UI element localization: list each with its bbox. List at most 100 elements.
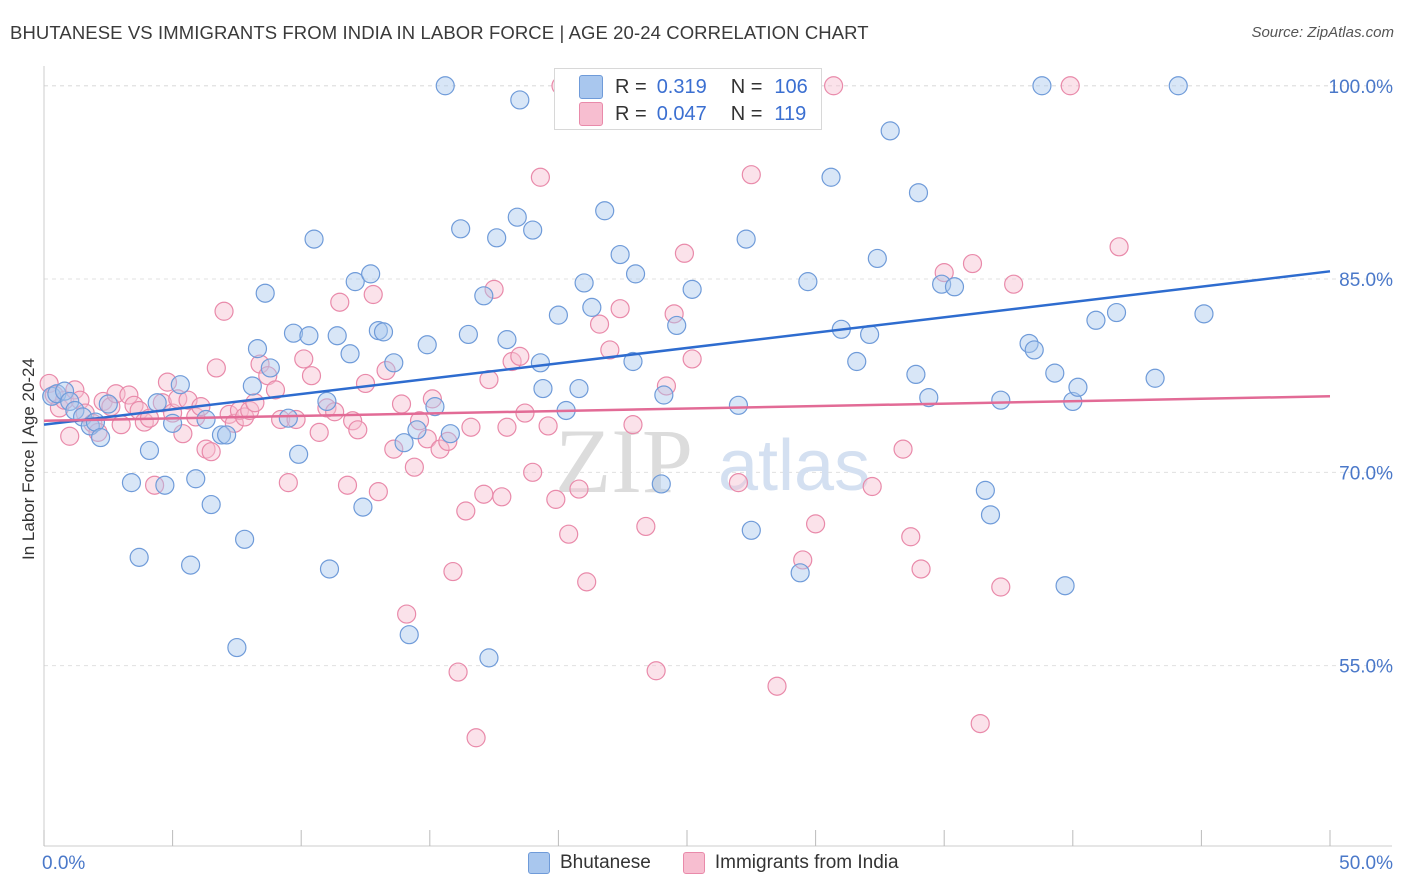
point-bhutanese-9: [98, 394, 118, 414]
point-bhutanese-93: [991, 390, 1011, 410]
point-bhutanese-13: [147, 393, 167, 413]
legend-n-label: N =: [730, 75, 763, 98]
point-india-80: [530, 167, 550, 187]
watermark-atlas: atlas: [718, 426, 870, 506]
point-india-82: [546, 489, 566, 509]
point-india-68: [456, 501, 476, 521]
point-bhutanese-79: [798, 272, 818, 292]
point-bhutanese-27: [255, 283, 275, 303]
trend-lines: [43, 270, 1331, 426]
point-bhutanese-43: [384, 353, 404, 373]
point-india-40: [265, 380, 286, 400]
point-india-96: [682, 349, 702, 369]
point-bhutanese-84: [867, 248, 887, 269]
point-bhutanese-47: [417, 335, 437, 355]
point-india-84: [559, 524, 579, 544]
point-bhutanese-100: [1068, 377, 1088, 397]
point-india-70: [466, 728, 486, 748]
point-bhutanese-76: [736, 229, 756, 249]
point-bhutanese-68: [610, 244, 630, 265]
point-bhutanese-64: [569, 378, 589, 399]
point-india-110: [970, 713, 990, 734]
point-india-106: [901, 527, 921, 547]
point-bhutanese-105: [1194, 304, 1214, 324]
point-bhutanese-73: [667, 315, 687, 336]
point-bhutanese-101: [1086, 310, 1106, 330]
legend-swatch-blue: [528, 852, 550, 874]
point-bhutanese-103: [1145, 368, 1165, 388]
point-india-104: [862, 476, 882, 497]
point-india-114: [1109, 237, 1129, 257]
point-bhutanese-2: [54, 381, 75, 401]
point-india-38: [250, 354, 270, 374]
point-bhutanese-85: [880, 121, 900, 141]
point-bhutanese-80: [821, 167, 841, 187]
point-bhutanese-75: [728, 395, 749, 415]
trend-line-bhutanese: [43, 270, 1331, 426]
point-bhutanese-42: [373, 322, 394, 342]
point-bhutanese-16: [170, 375, 190, 395]
point-bhutanese-8: [90, 427, 111, 448]
x-tick-label-1: 50.0%: [1339, 853, 1393, 874]
point-india-44: [294, 349, 314, 369]
legend-item-india: Immigrants from India: [682, 852, 899, 874]
point-india-37: [245, 393, 265, 413]
legend-label-india: Immigrants from India: [714, 852, 899, 873]
point-india-51: [343, 411, 363, 431]
point-india-75: [497, 417, 517, 437]
point-india-66: [443, 561, 463, 582]
point-india-111: [991, 577, 1011, 597]
point-bhutanese-67: [595, 201, 615, 221]
point-bhutanese-90: [944, 277, 965, 297]
point-india-100: [767, 676, 787, 696]
point-bhutanese-82: [847, 351, 867, 372]
point-bhutanese-25: [242, 376, 262, 396]
point-india-86: [577, 572, 597, 592]
point-india-89: [610, 299, 630, 319]
point-bhutanese-45: [399, 625, 419, 645]
point-bhutanese-87: [908, 183, 929, 203]
point-bhutanese-22: [217, 425, 237, 445]
gridlines: [44, 85, 1392, 667]
point-india-105: [893, 439, 913, 459]
point-bhutanese-96: [1032, 76, 1052, 96]
point-india-58: [391, 394, 412, 414]
point-india-19: [144, 475, 165, 495]
point-india-90: [623, 415, 643, 435]
point-india-46: [309, 422, 329, 442]
y-tick-label-0: 55.0%: [1339, 657, 1393, 678]
point-bhutanese-71: [651, 474, 671, 494]
point-bhutanese-17: [181, 555, 201, 575]
point-india-56: [376, 360, 396, 381]
point-bhutanese-65: [574, 273, 594, 293]
point-india-32: [219, 404, 239, 424]
point-india-54: [363, 284, 383, 305]
point-bhutanese-98: [1055, 576, 1075, 596]
point-bhutanese-74: [682, 279, 702, 299]
point-india-102: [805, 514, 826, 534]
point-bhutanese-72: [654, 385, 674, 405]
point-bhutanese-36: [327, 326, 347, 346]
point-bhutanese-21: [211, 425, 232, 445]
point-india-77: [510, 346, 530, 366]
point-india-65: [438, 431, 458, 452]
legend-r-label: R =: [615, 102, 647, 125]
point-bhutanese-55: [487, 228, 507, 248]
x-tick-label-0: 0.0%: [42, 853, 85, 874]
point-india-112: [1004, 274, 1024, 294]
point-india-31: [214, 301, 234, 321]
point-bhutanese-58: [510, 90, 530, 110]
point-india-59: [397, 604, 417, 624]
point-india-67: [448, 662, 468, 682]
point-india-30: [206, 358, 226, 378]
point-india-42: [278, 473, 298, 493]
point-india-73: [484, 279, 504, 299]
point-india-98: [728, 473, 749, 493]
point-bhutanese-97: [1045, 363, 1065, 383]
y-tick-label-1: 70.0%: [1339, 463, 1393, 484]
point-bhutanese-14: [155, 475, 175, 495]
point-india-63: [422, 389, 442, 409]
point-india-5: [65, 380, 85, 400]
legend-n-label: N =: [730, 102, 763, 125]
